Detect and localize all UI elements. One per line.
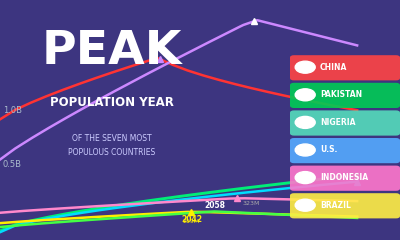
Text: PAKISTAN: PAKISTAN [320,90,362,99]
Circle shape [295,116,315,128]
Text: OF THE SEVEN MOST
POPULOUS COUNTRIES: OF THE SEVEN MOST POPULOUS COUNTRIES [68,134,156,157]
Circle shape [295,61,315,73]
Text: NIGERIA: NIGERIA [320,118,356,127]
Circle shape [295,199,315,211]
FancyBboxPatch shape [290,166,400,191]
Circle shape [295,89,315,101]
Text: INDONESIA: INDONESIA [320,173,368,182]
Text: 219M: 219M [183,219,200,224]
Text: U.S.: U.S. [320,145,337,155]
Circle shape [295,172,315,184]
Text: CHINA: CHINA [320,63,347,72]
FancyBboxPatch shape [290,193,400,218]
Text: 2058: 2058 [205,201,226,210]
Text: 1.0B: 1.0B [3,106,22,115]
Text: 0.5B: 0.5B [3,160,22,169]
FancyBboxPatch shape [290,55,400,80]
Text: 2042: 2042 [181,215,202,224]
Text: POPULATION YEAR: POPULATION YEAR [50,96,174,109]
Text: BRAZIL: BRAZIL [320,201,351,210]
Text: 323M: 323M [243,201,260,206]
Text: PEAK: PEAK [42,29,182,74]
FancyBboxPatch shape [290,83,400,108]
Circle shape [295,144,315,156]
FancyBboxPatch shape [290,138,400,163]
FancyBboxPatch shape [290,110,400,136]
